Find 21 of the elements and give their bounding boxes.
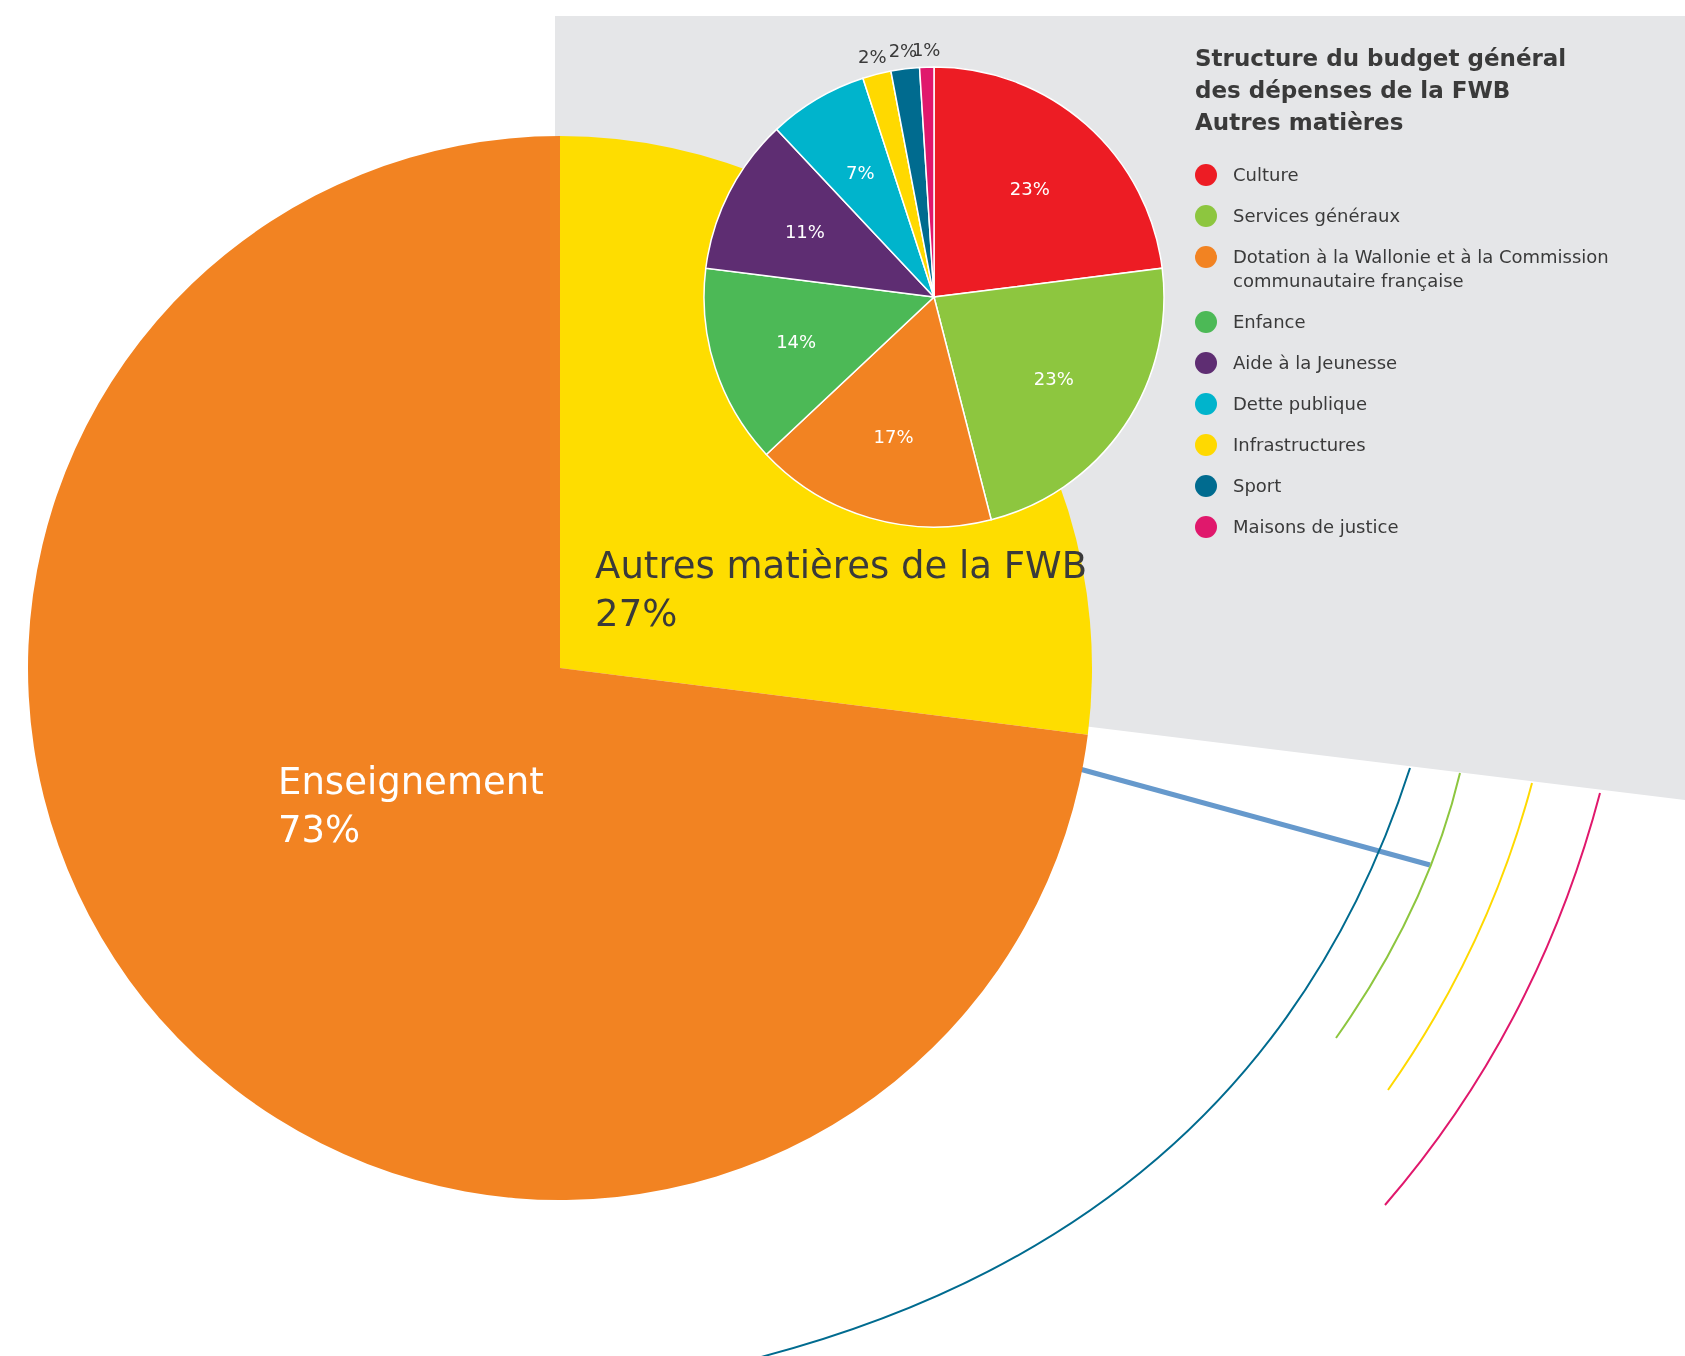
data-label: 23% bbox=[1009, 177, 1050, 199]
legend-label: Aide à la Jeunesse bbox=[1233, 351, 1398, 375]
legend-label: Maisons de justice bbox=[1233, 515, 1399, 539]
data-label: 11% bbox=[784, 220, 825, 242]
data-label: 27% bbox=[595, 591, 678, 635]
data-label: 14% bbox=[776, 331, 817, 353]
data-label: 2% bbox=[858, 46, 887, 68]
pie-slice bbox=[28, 136, 1088, 1200]
data-label: 17% bbox=[873, 425, 914, 447]
data-label: 7% bbox=[845, 161, 875, 183]
text: Structure du budget général des dépenses de la FWB Autres matières bbox=[1195, 44, 1568, 137]
legend-label: Infrastructures bbox=[1233, 433, 1366, 457]
legend-label: Dette publique bbox=[1233, 392, 1368, 416]
legend-label: Dotation à la Wallonie et à la Commission communautaire française bbox=[1233, 245, 1610, 293]
legend-label: Sport bbox=[1233, 474, 1282, 498]
legend-label: Culture bbox=[1233, 163, 1299, 187]
data-label: 73% bbox=[278, 808, 361, 852]
slice-label: Enseignement bbox=[278, 760, 544, 804]
data-label: 23% bbox=[1033, 367, 1074, 389]
legend-label: Enfance bbox=[1233, 310, 1306, 334]
legend-label: Services généraux bbox=[1233, 204, 1401, 228]
